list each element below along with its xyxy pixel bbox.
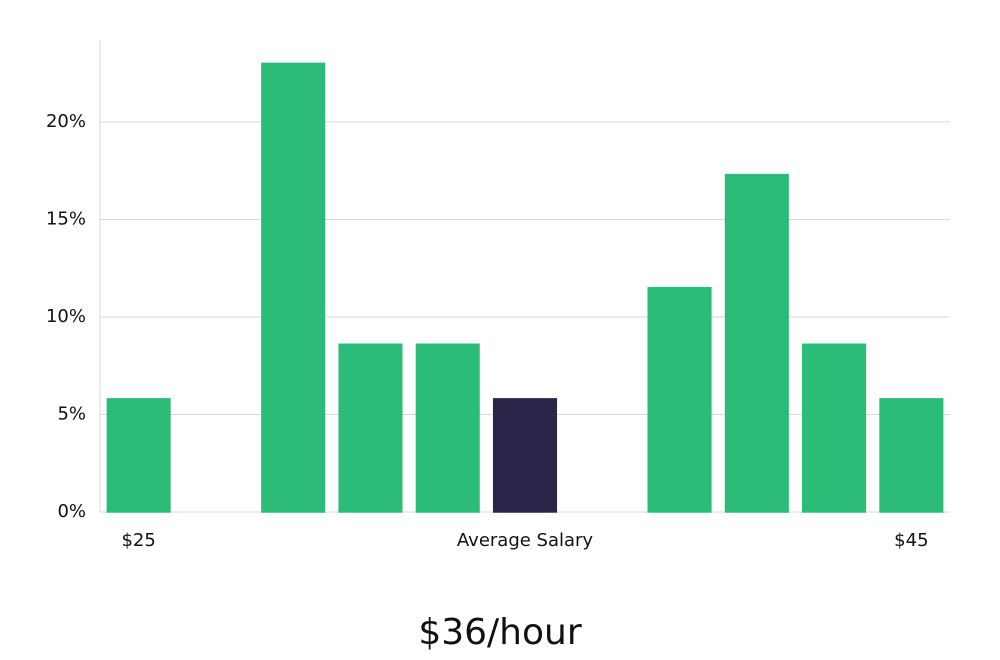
x-tick-label: $45: [894, 530, 928, 551]
bar: [647, 286, 712, 513]
y-tick-label: 15%: [46, 208, 86, 229]
bar: [879, 398, 944, 513]
bar: [106, 398, 171, 513]
bar: [492, 398, 558, 513]
bar: [802, 343, 867, 513]
bar: [724, 173, 789, 513]
y-tick-label: 10%: [46, 306, 86, 327]
bar: [338, 343, 403, 513]
y-tick-label: 5%: [57, 403, 86, 424]
x-tick-label: $25: [121, 530, 155, 551]
x-tick-label: Average Salary: [457, 530, 594, 551]
y-tick-label: 0%: [57, 501, 86, 522]
bar: [415, 343, 480, 513]
chart-subtitle: $36/hour: [418, 612, 582, 653]
y-tick-label: 20%: [46, 111, 86, 132]
bar: [261, 62, 326, 513]
